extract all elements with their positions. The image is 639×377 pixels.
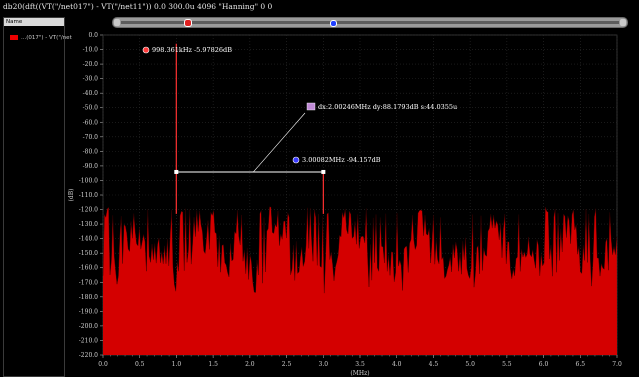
x-tick-label: 0.5: [135, 361, 145, 368]
x-tick-label: 4.0: [392, 361, 402, 368]
x-tick-label: 1.0: [172, 361, 182, 368]
window-title: db20(dft((VT("/net017") - VT("/net11")) …: [0, 0, 639, 13]
y-tick-label: -200.0: [79, 323, 98, 330]
x-tick-label: 7.0: [612, 361, 622, 368]
y-tick-label: -20.0: [83, 61, 99, 68]
y-tick-label: 0.0: [88, 32, 98, 39]
scroll-marker-blue[interactable]: [330, 20, 337, 27]
x-axis-label: (MHz): [350, 370, 369, 377]
delta-leader: [253, 112, 306, 173]
spectrum-fill: [103, 206, 617, 355]
legend-item[interactable]: ...(017") - VT("/net: [10, 35, 72, 41]
marker-label: 3.00082MHz -94.157dB: [302, 156, 381, 164]
marker-label: 998.361kHz -5.97826dB: [152, 46, 232, 54]
y-tick-label: -220.0: [79, 352, 98, 359]
y-tick-label: -50.0: [83, 105, 99, 112]
x-tick-label: 6.0: [539, 361, 549, 368]
x-tick-label: 1.5: [208, 361, 218, 368]
delta-label: dx:2.00246MHz dy:88.1793dB s:44.0355u: [318, 103, 457, 111]
marker-point: [292, 156, 300, 164]
y-tick-label: -110.0: [79, 192, 98, 199]
delta-end-marker: [174, 169, 179, 174]
y-tick-label: -140.0: [79, 236, 98, 243]
x-tick-label: 3.5: [355, 361, 365, 368]
y-tick-label: -180.0: [79, 294, 98, 301]
y-tick-label: -80.0: [83, 148, 99, 155]
x-tick-label: 6.5: [576, 361, 586, 368]
legend-item-label: ...(017") - VT("/net: [21, 35, 72, 41]
y-tick-label: -160.0: [79, 265, 98, 272]
legend-panel: Name ...(017") - VT("/net: [3, 17, 72, 377]
scroll-left-handle[interactable]: [114, 19, 120, 26]
scrollbar-track[interactable]: [121, 21, 619, 24]
marker-point: [142, 46, 150, 54]
x-tick-label: 5.0: [465, 361, 475, 368]
y-tick-label: -30.0: [83, 76, 99, 83]
x-tick-label: 2.0: [245, 361, 255, 368]
x-tick-label: 3.0: [319, 361, 329, 368]
y-tick-label: -190.0: [79, 308, 98, 315]
x-tick-label: 4.5: [429, 361, 439, 368]
y-tick-label: -70.0: [83, 134, 99, 141]
y-tick-label: -120.0: [79, 207, 98, 214]
y-tick-label: -40.0: [83, 90, 99, 97]
legend-header: Name: [4, 18, 64, 26]
delta-icon: [306, 102, 316, 111]
scroll-right-handle[interactable]: [620, 19, 626, 26]
y-tick-label: -210.0: [79, 337, 98, 344]
y-axis-label: (dB): [68, 189, 75, 202]
scroll-marker-red[interactable]: [184, 19, 192, 27]
y-tick-label: -150.0: [79, 250, 98, 257]
delta-end-marker: [321, 169, 326, 174]
y-tick-label: -100.0: [79, 177, 98, 184]
spectrum-line: [102, 206, 618, 294]
y-tick-label: -130.0: [79, 221, 98, 228]
x-scrollbar[interactable]: [112, 17, 628, 28]
y-tick-label: -10.0: [83, 47, 99, 54]
x-tick-label: 2.5: [282, 361, 292, 368]
y-tick-label: -170.0: [79, 279, 98, 286]
x-tick-label: 5.5: [502, 361, 512, 368]
x-tick-label: 0.0: [98, 361, 108, 368]
legend-swatch: [10, 35, 18, 40]
y-tick-label: -90.0: [83, 163, 99, 170]
y-tick-label: -60.0: [83, 119, 99, 126]
